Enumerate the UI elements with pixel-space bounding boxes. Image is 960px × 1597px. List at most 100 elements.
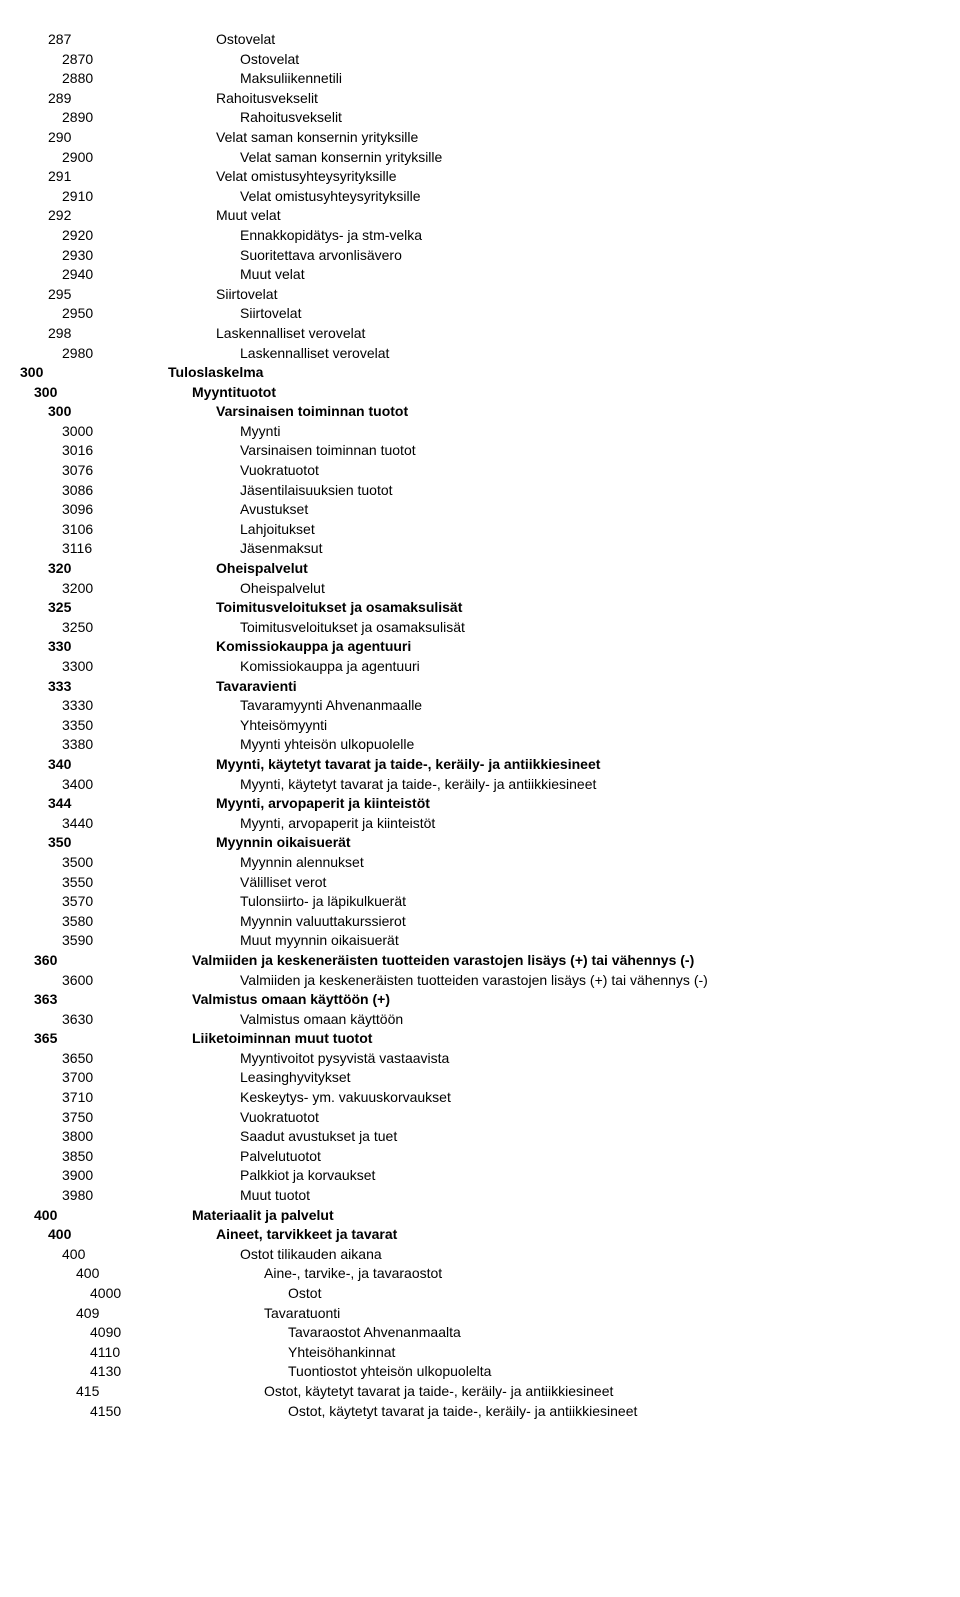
account-row: 3400Myynti, käytetyt tavarat ja taide-, … — [20, 775, 940, 795]
account-code: 3440 — [20, 814, 110, 834]
account-row: 325Toimitusveloitukset ja osamaksulisät — [20, 598, 940, 618]
account-label: Aineet, tarvikkeet ja tavarat — [96, 1225, 397, 1245]
account-code: 3580 — [20, 912, 110, 932]
account-code: 400 — [20, 1264, 124, 1284]
account-row: 400Materiaalit ja palvelut — [20, 1206, 940, 1226]
account-row: 363Valmistus omaan käyttöön (+) — [20, 990, 940, 1010]
account-row: 3900Palkkiot ja korvaukset — [20, 1166, 940, 1186]
account-label: Vuokratuotot — [110, 1108, 319, 1128]
account-label: Myynti, käytetyt tavarat ja taide-, kerä… — [96, 755, 600, 775]
account-row: 344Myynti, arvopaperit ja kiinteistöt — [20, 794, 940, 814]
account-code: 333 — [20, 677, 96, 697]
account-code: 3380 — [20, 735, 110, 755]
account-label: Valmistus omaan käyttöön (+) — [82, 990, 390, 1010]
account-label: Tuloslaskelma — [68, 363, 263, 383]
account-code: 4150 — [20, 1402, 138, 1422]
account-row: 3116Jäsenmaksut — [20, 539, 940, 559]
account-code: 3000 — [20, 422, 110, 442]
account-label: Rahoitusvekselit — [96, 89, 318, 109]
account-code: 298 — [20, 324, 96, 344]
account-label: Myynnin alennukset — [110, 853, 364, 873]
account-code: 289 — [20, 89, 96, 109]
account-row: 3106Lahjoitukset — [20, 520, 940, 540]
account-label: Velat saman konsernin yrityksille — [110, 148, 442, 168]
account-row: 295Siirtovelat — [20, 285, 940, 305]
account-label: Maksuliikennetili — [110, 69, 342, 89]
account-row: 4000Ostot — [20, 1284, 940, 1304]
account-row: 4090Tavaraostot Ahvenanmaalta — [20, 1323, 940, 1343]
account-code: 3300 — [20, 657, 110, 677]
account-label: Varsinaisen toiminnan tuotot — [110, 441, 416, 461]
account-label: Muut myynnin oikaisuerät — [110, 931, 399, 951]
account-label: Jäsenmaksut — [110, 539, 322, 559]
account-label: Suoritettava arvonlisävero — [110, 246, 402, 266]
account-row: 3200Oheispalvelut — [20, 579, 940, 599]
account-label: Muut velat — [96, 206, 281, 226]
account-code: 2890 — [20, 108, 110, 128]
account-row: 320Oheispalvelut — [20, 559, 940, 579]
account-label: Palvelutuotot — [110, 1147, 321, 1167]
account-row: 3330Tavaramyynti Ahvenanmaalle — [20, 696, 940, 716]
account-code: 3086 — [20, 481, 110, 501]
account-row: 3650Myyntivoitot pysyvistä vastaavista — [20, 1049, 940, 1069]
account-label: Myynnin valuuttakurssierot — [110, 912, 406, 932]
account-row: 409Tavaratuonti — [20, 1304, 940, 1324]
account-code: 3250 — [20, 618, 110, 638]
account-row: 3600Valmiiden ja keskeneräisten tuotteid… — [20, 971, 940, 991]
account-code: 3106 — [20, 520, 110, 540]
account-row: 300Tuloslaskelma — [20, 363, 940, 383]
account-row: 3440Myynti, arvopaperit ja kiinteistöt — [20, 814, 940, 834]
account-code: 287 — [20, 30, 96, 50]
account-label: Ostovelat — [110, 50, 299, 70]
account-code: 2910 — [20, 187, 110, 207]
account-code: 3330 — [20, 696, 110, 716]
account-label: Myynti yhteisön ulkopuolelle — [110, 735, 414, 755]
account-label: Vuokratuotot — [110, 461, 319, 481]
account-code: 3900 — [20, 1166, 110, 1186]
account-row: 400Ostot tilikauden aikana — [20, 1245, 940, 1265]
account-code: 320 — [20, 559, 96, 579]
account-label: Lahjoitukset — [110, 520, 315, 540]
account-label: Tavaravienti — [96, 677, 297, 697]
account-row: 3710Keskeytys- ym. vakuuskorvaukset — [20, 1088, 940, 1108]
account-code: 290 — [20, 128, 96, 148]
account-row: 2940Muut velat — [20, 265, 940, 285]
account-label: Tuontiostot yhteisön ulkopuolelta — [138, 1362, 491, 1382]
account-row: 292Muut velat — [20, 206, 940, 226]
account-code: 300 — [20, 383, 82, 403]
account-label: Tavaraostot Ahvenanmaalta — [138, 1323, 461, 1343]
account-code: 3116 — [20, 539, 110, 559]
account-label: Oheispalvelut — [96, 559, 308, 579]
account-label: Ostot tilikauden aikana — [110, 1245, 382, 1265]
account-label: Ostot, käytetyt tavarat ja taide-, keräi… — [124, 1382, 613, 1402]
account-code: 2920 — [20, 226, 110, 246]
account-label: Valmiiden ja keskeneräisten tuotteiden v… — [110, 971, 708, 991]
account-code: 2880 — [20, 69, 110, 89]
account-code: 2900 — [20, 148, 110, 168]
account-label: Ostot, käytetyt tavarat ja taide-, keräi… — [138, 1402, 637, 1422]
account-label: Muut velat — [110, 265, 305, 285]
account-label: Avustukset — [110, 500, 308, 520]
account-label: Komissiokauppa ja agentuuri — [96, 637, 411, 657]
account-row: 4110Yhteisöhankinnat — [20, 1343, 940, 1363]
account-label: Myynti — [110, 422, 280, 442]
account-row: 3250Toimitusveloitukset ja osamaksulisät — [20, 618, 940, 638]
account-label: Jäsentilaisuuksien tuotot — [110, 481, 393, 501]
account-row: 298Laskennalliset verovelat — [20, 324, 940, 344]
account-code: 3400 — [20, 775, 110, 795]
account-row: 3500Myynnin alennukset — [20, 853, 940, 873]
account-code: 400 — [20, 1206, 82, 1226]
account-code: 3600 — [20, 971, 110, 991]
account-row: 350Myynnin oikaisuerät — [20, 833, 940, 853]
account-row: 2880Maksuliikennetili — [20, 69, 940, 89]
account-label: Palkkiot ja korvaukset — [110, 1166, 375, 1186]
account-row: 330Komissiokauppa ja agentuuri — [20, 637, 940, 657]
account-code: 2870 — [20, 50, 110, 70]
account-code: 400 — [20, 1225, 96, 1245]
account-row: 3096Avustukset — [20, 500, 940, 520]
account-row: 3016Varsinaisen toiminnan tuotot — [20, 441, 940, 461]
account-row: 300Myyntituotot — [20, 383, 940, 403]
account-label: Yhteisömyynti — [110, 716, 327, 736]
account-label: Keskeytys- ym. vakuuskorvaukset — [110, 1088, 451, 1108]
account-code: 350 — [20, 833, 96, 853]
